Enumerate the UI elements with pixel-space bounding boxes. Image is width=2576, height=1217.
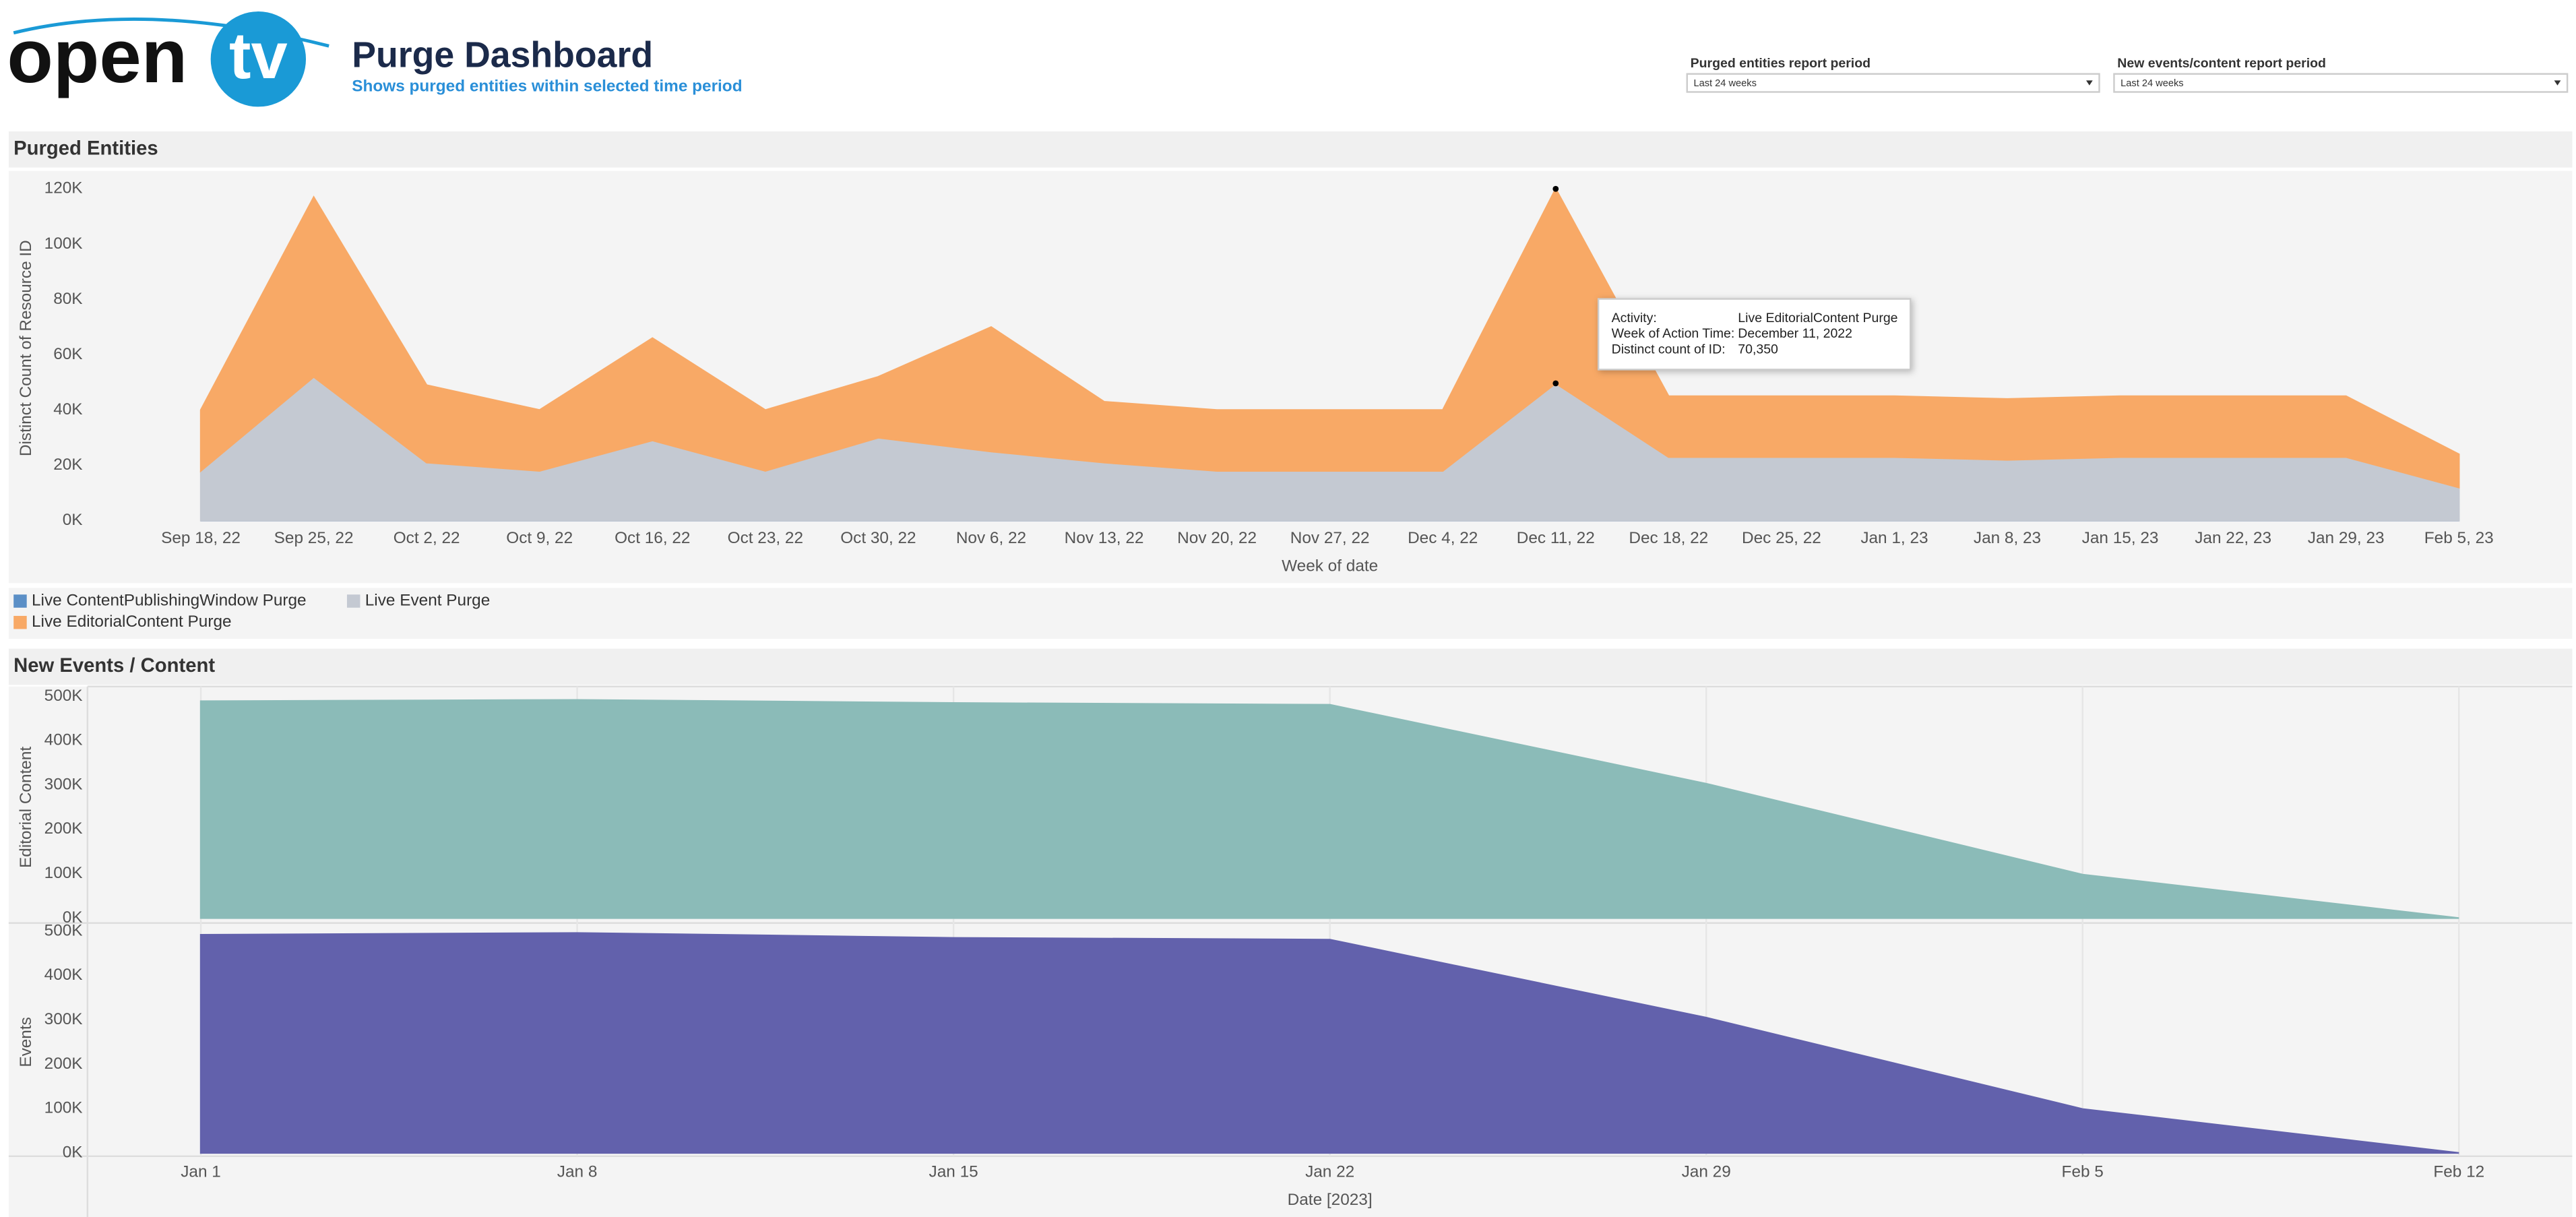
y-tick-label: 500K bbox=[44, 921, 83, 939]
y-tick-label: 60K bbox=[53, 345, 82, 363]
y-tick-label: 200K bbox=[44, 819, 83, 838]
y-tick-label: 40K bbox=[53, 400, 82, 418]
dashboard-subtitle: Shows purged entities within selected ti… bbox=[352, 77, 742, 96]
y-axis-title: Editorial Content bbox=[17, 747, 35, 868]
section-title: Purged Entities bbox=[13, 138, 158, 160]
x-tick-label: Oct 9, 22 bbox=[506, 529, 573, 547]
x-tick-label: Feb 5, 23 bbox=[2424, 529, 2494, 547]
highlight-point bbox=[1552, 185, 1559, 192]
x-tick-label: Dec 4, 22 bbox=[1408, 529, 1478, 547]
x-tick-label: Nov 6, 22 bbox=[956, 529, 1026, 547]
x-tick-label: Nov 20, 22 bbox=[1177, 529, 1257, 547]
x-tick-label: Feb 12 bbox=[2433, 1163, 2484, 1181]
x-tick-label: Jan 1 bbox=[181, 1163, 221, 1181]
y-tick-label: 400K bbox=[44, 966, 83, 984]
x-tick-label: Oct 23, 22 bbox=[728, 529, 803, 547]
y-tick-label: 100K bbox=[44, 864, 83, 882]
x-axis-title: Date [2023] bbox=[1288, 1191, 1373, 1209]
filter-value: Last 24 weeks bbox=[1694, 78, 1757, 89]
x-tick-label: Oct 2, 22 bbox=[394, 529, 460, 547]
tooltip-box bbox=[1597, 298, 1912, 371]
legend-swatch bbox=[346, 594, 360, 608]
y-tick-label: 0K bbox=[63, 1143, 83, 1161]
y-axis-title: Events bbox=[17, 1017, 35, 1067]
x-tick-label: Nov 13, 22 bbox=[1065, 529, 1144, 547]
filter-label: New events/content report period bbox=[2117, 56, 2326, 71]
legend-label: Live Event Purge bbox=[365, 591, 491, 609]
legend-label: Live EditorialContent Purge bbox=[32, 613, 232, 631]
highlight-point bbox=[1552, 380, 1559, 387]
dropdown-arrow bbox=[2554, 80, 2561, 86]
y-tick-label: 20K bbox=[53, 456, 82, 474]
tooltip-text: 70,350 bbox=[1738, 342, 1778, 356]
y-tick-label: 0K bbox=[63, 511, 83, 529]
x-tick-label: Jan 22 bbox=[1305, 1163, 1354, 1181]
logo-text: tv bbox=[229, 19, 288, 92]
charts: 0K 20K 40K 60K 80K 100K 120K Sep 18, 22 Sep 25, … bbox=[13, 179, 2494, 1209]
area bbox=[199, 932, 2459, 1154]
tooltip-text: Distinct count of ID: bbox=[1612, 342, 1726, 356]
y-tick-label: 100K bbox=[44, 1099, 83, 1117]
x-tick-label: Dec 18, 22 bbox=[1629, 529, 1708, 547]
x-tick-label: Jan 29, 23 bbox=[2308, 529, 2385, 547]
x-tick-label: Feb 5 bbox=[2062, 1163, 2104, 1181]
filter-label: Purged entities report period bbox=[1691, 56, 1871, 71]
x-tick-label: Jan 15, 23 bbox=[2082, 529, 2159, 547]
section-title: New Events / Content bbox=[13, 655, 215, 677]
x-tick-label: Dec 11, 22 bbox=[1517, 529, 1595, 547]
x-tick-label: Nov 27, 22 bbox=[1290, 529, 1370, 547]
legend-swatch bbox=[13, 615, 27, 629]
legend-label: Live ContentPublishingWindow Purge bbox=[32, 591, 307, 609]
dropdown-arrow bbox=[2086, 80, 2093, 86]
x-tick-label: Sep 18, 22 bbox=[161, 529, 241, 547]
y-tick-label: 80K bbox=[53, 290, 82, 308]
y-tick-label: 120K bbox=[44, 179, 83, 197]
tooltip-text: Activity: bbox=[1612, 311, 1657, 325]
section-header bbox=[8, 131, 2573, 168]
y-axis-title: Distinct Count of Resource ID bbox=[17, 240, 35, 456]
y-tick-label: 100K bbox=[44, 235, 83, 253]
x-tick-label: Jan 29 bbox=[1682, 1163, 1731, 1181]
y-tick-label: 0K bbox=[63, 908, 83, 927]
tooltip-text: Live EditorialContent Purge bbox=[1738, 311, 1897, 325]
x-tick-label: Oct 30, 22 bbox=[840, 529, 916, 547]
area bbox=[199, 187, 2460, 489]
y-tick-label: 300K bbox=[44, 775, 83, 793]
logo-text: open bbox=[7, 14, 187, 98]
tooltip-text: December 11, 2022 bbox=[1738, 326, 1852, 341]
x-tick-label: Jan 15 bbox=[929, 1163, 978, 1181]
area bbox=[199, 699, 2459, 919]
x-axis-title: Week of date bbox=[1282, 557, 1378, 575]
filter-dropdown[interactable] bbox=[1686, 73, 2100, 93]
x-tick-label: Dec 25, 22 bbox=[1742, 529, 1821, 547]
logo-circle bbox=[210, 11, 307, 107]
section-header bbox=[8, 648, 2573, 685]
x-tick-label: Jan 22, 23 bbox=[2195, 529, 2271, 547]
dashboard-title: Purge Dashboard bbox=[352, 34, 653, 75]
y-tick-label: 300K bbox=[44, 1010, 83, 1028]
y-tick-label: 500K bbox=[44, 687, 83, 705]
y-tick-label: 200K bbox=[44, 1055, 83, 1073]
x-tick-label: Jan 8 bbox=[557, 1163, 598, 1181]
y-tick-label: 400K bbox=[44, 731, 83, 749]
legend-swatch bbox=[13, 594, 27, 608]
x-tick-label: Jan 8, 23 bbox=[1974, 529, 2041, 547]
legend-panel bbox=[8, 588, 2573, 639]
x-tick-label: Oct 16, 22 bbox=[615, 529, 690, 547]
x-tick-label: Jan 1, 23 bbox=[1860, 529, 1928, 547]
filter-dropdown[interactable] bbox=[2113, 73, 2569, 93]
filter-value: Last 24 weeks bbox=[2121, 78, 2183, 89]
tooltip-text: Week of Action Time: bbox=[1612, 326, 1735, 341]
x-tick-label: Sep 25, 22 bbox=[274, 529, 354, 547]
